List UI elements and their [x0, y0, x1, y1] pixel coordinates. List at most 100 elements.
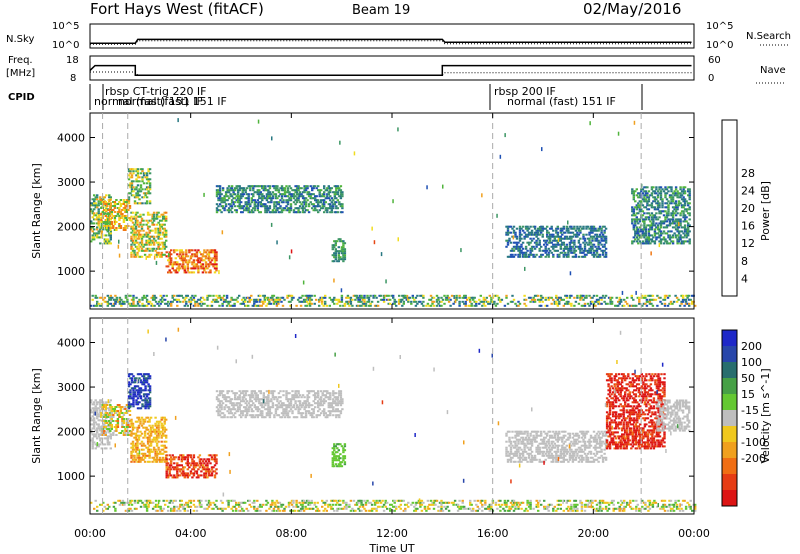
- nsearch-series-line: [90, 40, 692, 45]
- vel-cells-cell: [112, 432, 115, 434]
- power-cells-cell: [217, 199, 220, 202]
- power-cells-cell: [283, 187, 287, 190]
- power-cells-cell: [261, 203, 264, 206]
- vel-cells-cell: [104, 412, 107, 414]
- power-cells-cell: [573, 239, 576, 242]
- power-cells-cell: [99, 226, 102, 229]
- power-cells-cell: [455, 294, 458, 297]
- power-cells-cell: [112, 209, 115, 211]
- power-cells-cell: [658, 192, 661, 195]
- vel-cells-cell: [125, 430, 129, 432]
- power-cells-cell: [170, 304, 173, 307]
- vel-cells-cell: [162, 426, 165, 429]
- power-cells-cell: [342, 240, 345, 243]
- power-cells-cell: [189, 255, 193, 258]
- vel-cells-cell: [244, 394, 247, 397]
- power-cells-cell: [650, 192, 654, 195]
- power-cells-cell: [573, 241, 576, 244]
- power-cells-cell: [658, 230, 661, 233]
- power-cells-cell: [683, 304, 686, 307]
- vel-cells-cell: [148, 454, 151, 457]
- power-cells-cell: [546, 304, 549, 307]
- power-cells-cell: [655, 218, 658, 221]
- power-cells-cell: [635, 204, 638, 207]
- power-cells-cell: [358, 300, 362, 303]
- vel-cells-cell: [139, 381, 143, 384]
- power-cells-cell: [265, 189, 269, 192]
- vel-cells-cell: [104, 426, 107, 428]
- power-cells-cell: [150, 302, 153, 305]
- power-cells-cell: [505, 233, 508, 236]
- vel-cells-cell: [177, 458, 180, 461]
- power-cells-cell: [505, 294, 508, 297]
- power-cells-cell: [121, 300, 125, 303]
- vel-cells-cell: [144, 377, 147, 380]
- power-cells-cell: [620, 298, 623, 301]
- vel-cells-cell: [94, 421, 97, 424]
- power-cells-cell: [108, 242, 111, 245]
- power-cells-cell: [215, 298, 218, 301]
- power-cells-cell: [580, 247, 584, 250]
- power-cells-cell: [185, 259, 188, 262]
- power-cells-cell: [562, 227, 565, 230]
- power-cells-cell: [207, 255, 211, 258]
- power-cells-cell: [333, 191, 336, 194]
- power-cells-cell: [568, 237, 572, 240]
- vel-cells-cell: [94, 429, 97, 432]
- power-cells-cell: [253, 300, 256, 303]
- vel-cells-cell: [201, 466, 205, 469]
- power-cells-cell: [315, 195, 318, 198]
- power-cells-cell: [588, 294, 591, 297]
- power-cells-cell: [130, 219, 133, 222]
- power-cells-cell: [148, 237, 151, 240]
- vel-cells-cell: [163, 422, 166, 425]
- power-cells-cell: [103, 234, 106, 237]
- power-cells-cell: [490, 296, 493, 299]
- power-cells-cell: [644, 192, 648, 195]
- vel-cells-cell: [240, 404, 243, 407]
- power-cells-cell: [168, 257, 171, 260]
- power-cells-cell: [577, 239, 581, 242]
- vel-cells-cell: [244, 402, 247, 405]
- power-cells-cell: [237, 195, 240, 198]
- power-cells-cell: [684, 300, 688, 303]
- vel-cells-cell: [221, 412, 225, 415]
- power-cells-cell: [655, 192, 658, 195]
- power-cells-cell: [189, 249, 193, 252]
- power-cells-cell: [588, 243, 591, 246]
- power-cells-cell: [142, 182, 146, 185]
- vel-cells-cell: [119, 432, 123, 434]
- power-cells-cell: [94, 296, 97, 299]
- vel-cells-cell: [258, 390, 261, 393]
- power-cells-cell: [653, 214, 657, 217]
- vel-cells-cell: [96, 429, 99, 432]
- power-cells-cell: [297, 207, 300, 210]
- power-cells-cell: [141, 296, 144, 299]
- vel-cells-cell: [146, 428, 150, 431]
- power-cells-cell: [665, 202, 669, 205]
- power-cells-cell: [119, 213, 123, 215]
- power-cells-cell: [270, 211, 273, 214]
- power-cells-cell: [96, 204, 99, 207]
- vel-cells-cell: [141, 383, 144, 386]
- power-cells-cell: [645, 300, 649, 303]
- vel-cells-cell: [250, 396, 253, 399]
- power-cells-cell: [653, 216, 657, 219]
- power-cells-cell: [337, 250, 340, 253]
- power-cells-cell: [276, 201, 279, 204]
- vel-cells-cell: [155, 442, 159, 445]
- vel-cells-cell: [133, 426, 136, 429]
- power-cells-cell: [604, 302, 608, 305]
- power-cells-cell: [632, 304, 635, 307]
- vel-cells-cell: [127, 418, 130, 420]
- vel-cells-cell: [213, 476, 217, 479]
- power-cells-cell: [376, 304, 380, 307]
- vel-cells-cell: [100, 447, 103, 450]
- vel-cells-cell: [103, 406, 106, 408]
- power-cells-cell: [407, 296, 410, 299]
- power-cells-cell: [330, 201, 333, 204]
- vel-cells-cell: [94, 433, 97, 436]
- vel-cells-cell: [136, 444, 139, 447]
- power-cells-cell: [670, 236, 673, 239]
- power-cells-cell: [234, 187, 237, 190]
